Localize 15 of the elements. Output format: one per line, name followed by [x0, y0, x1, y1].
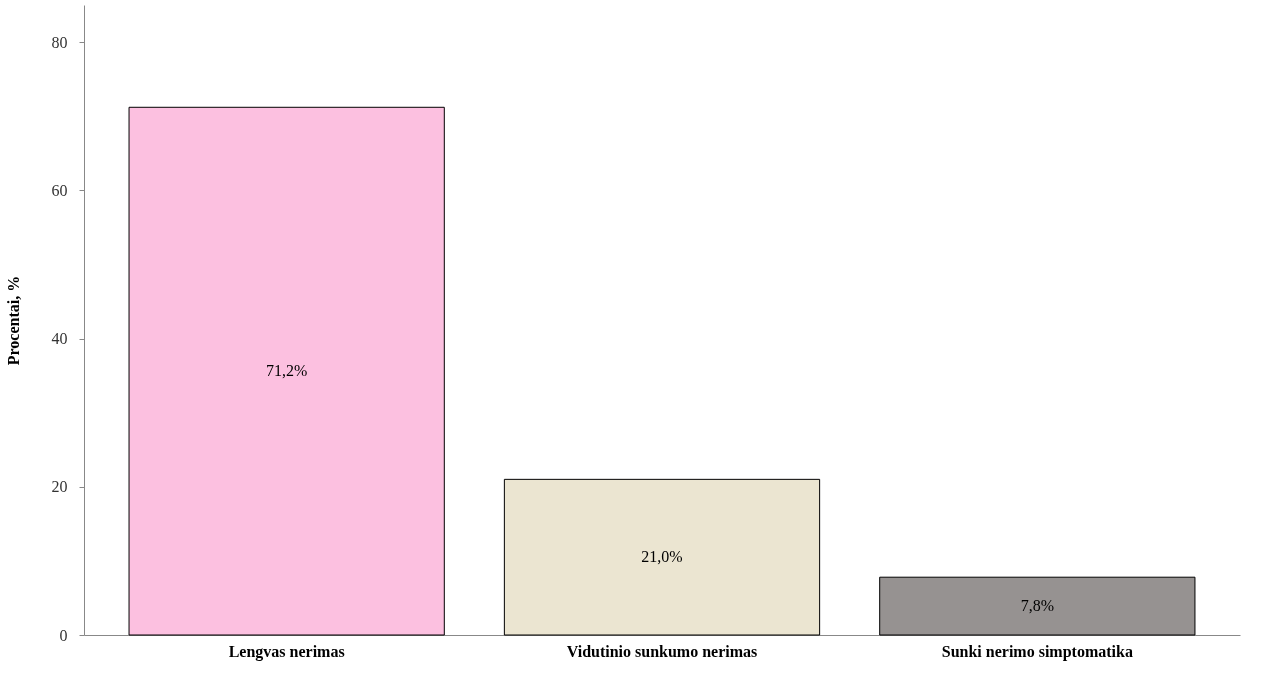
y-tick-label: 80	[51, 33, 68, 51]
data-label: 21,0%	[641, 548, 683, 566]
data-label: 71,2%	[266, 362, 308, 380]
bar	[128, 106, 445, 636]
y-tick-label: 0	[59, 626, 68, 644]
bar	[879, 576, 1196, 636]
data-label: 7,8%	[1020, 597, 1054, 615]
y-tick-label: 20	[51, 478, 68, 496]
y-tick-label: 60	[51, 181, 68, 199]
bar	[503, 478, 821, 636]
x-tick-label: Vidutinio sunkumo nerimas	[566, 642, 758, 660]
x-tick-label: Sunki nerimo simptomatika	[941, 642, 1133, 661]
x-tick-label: Lengvas nerimas	[228, 642, 345, 661]
y-tick-label: 40	[51, 330, 68, 348]
y-axis-title: Procentai, %	[4, 275, 22, 366]
